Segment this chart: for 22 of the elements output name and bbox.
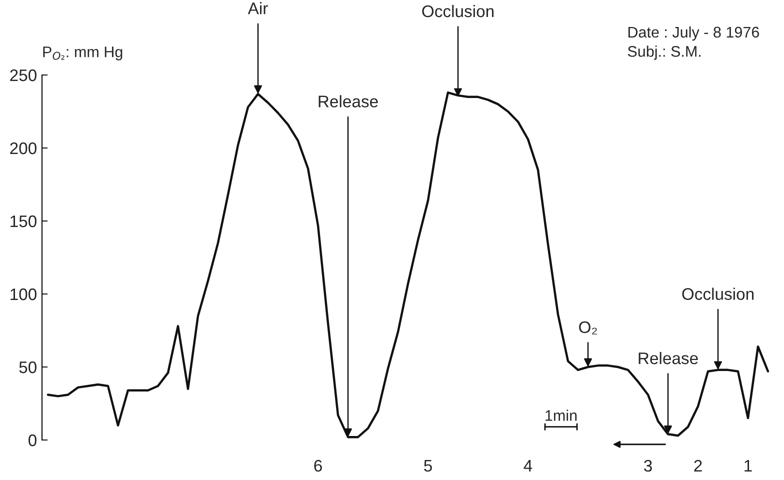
annotation: 1min (546, 410, 577, 421)
x-tick-label: 5 (424, 460, 432, 472)
annotation: Release (638, 352, 698, 364)
y-tick-label: 0 (28, 434, 36, 446)
x-tick-label: 6 (314, 460, 322, 472)
y-axis-title: P$_{O₂}$: mm Hg (43, 46, 122, 60)
y-tick-label: 250 (10, 69, 36, 82)
y-tick-label: 150 (10, 215, 36, 228)
annotation: Release (318, 95, 378, 108)
y-tick-label: 200 (10, 142, 36, 154)
x-tick-label: 1 (744, 460, 752, 472)
annotation: O₂ (579, 321, 597, 334)
annotation: Occlusion (422, 4, 494, 18)
annotation: Air (248, 2, 268, 14)
annotation: Occlusion (682, 288, 754, 300)
x-tick-label: 2 (694, 460, 702, 472)
y-tick-label: 100 (10, 288, 36, 300)
text: Date : July - 8 1976 (628, 26, 760, 41)
x-tick-label: 4 (524, 460, 532, 472)
x-tick-label: 3 (644, 460, 652, 472)
y-tick-label: 50 (19, 361, 36, 374)
text: Subj.: S.M. (628, 46, 701, 60)
